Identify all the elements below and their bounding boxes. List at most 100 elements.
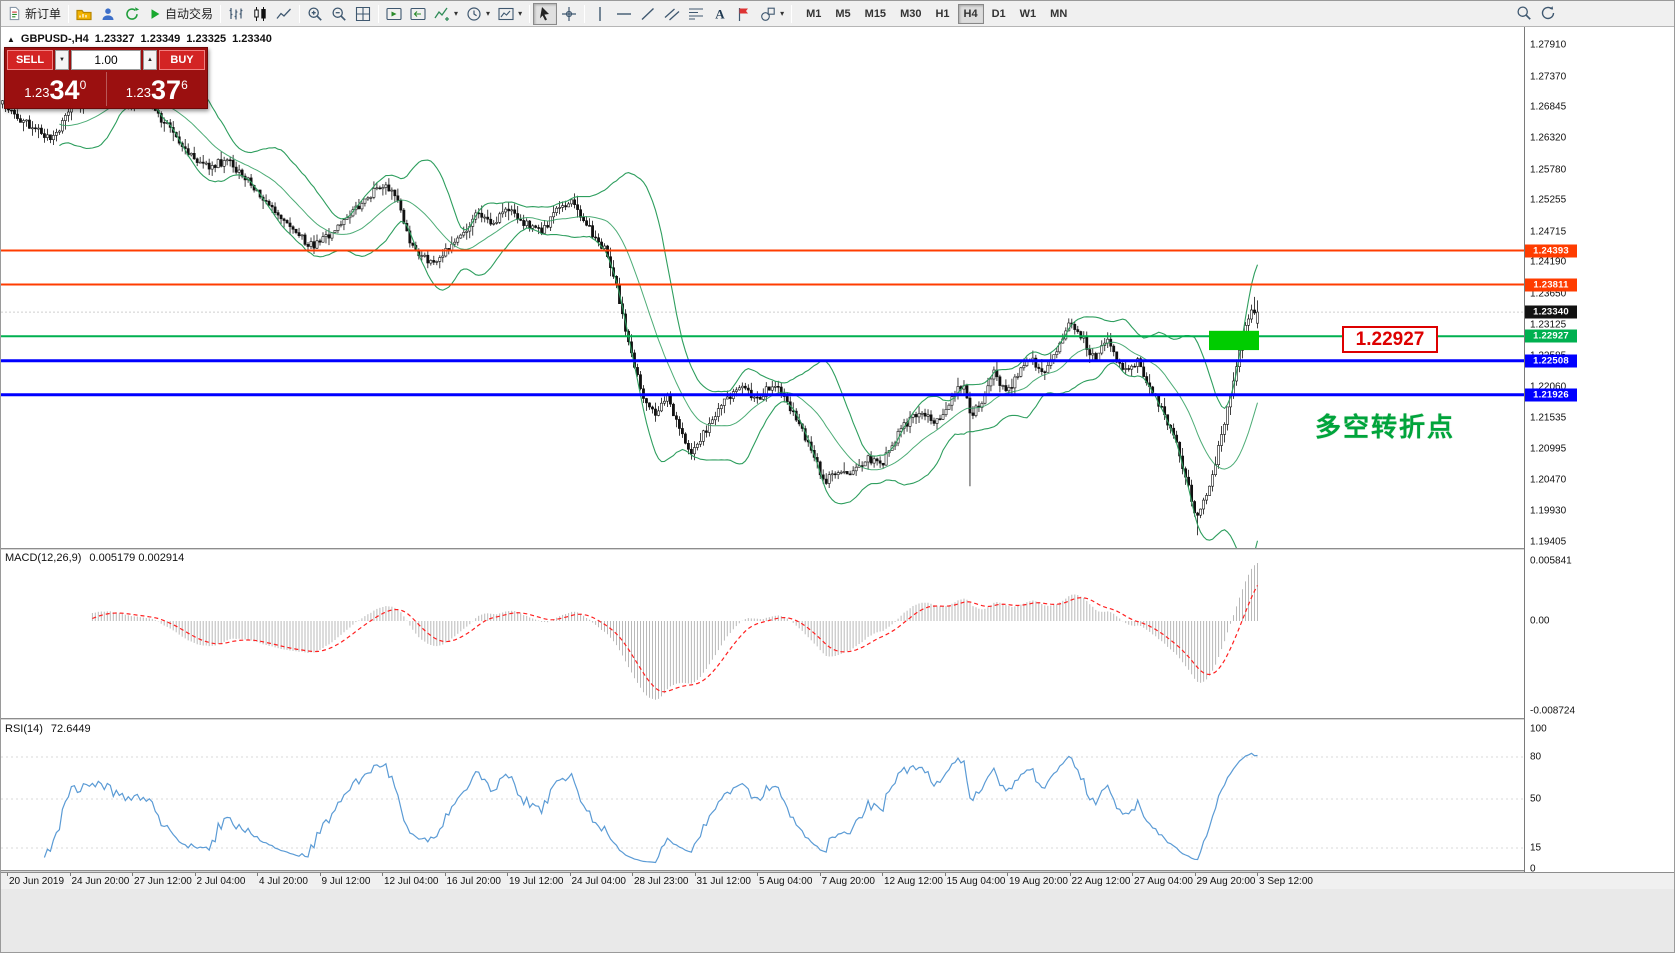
rsi-panel[interactable]: RSI(14) 72.6449 [1, 721, 1524, 870]
time-axis-tick [507, 873, 508, 876]
timeframe-mn[interactable]: MN [1050, 7, 1068, 20]
timeframe-m15[interactable]: M15 [864, 7, 887, 20]
price-axis-label: 1.23650 [1530, 288, 1567, 300]
trend-arrow-icon: ▲ [7, 34, 15, 44]
candlestick-chart-canvas[interactable] [1, 27, 1524, 548]
new-chart-icon [76, 9, 92, 20]
time-axis-tick [69, 873, 71, 876]
toolbar-separator [791, 4, 793, 23]
new-order-button[interactable]: 新订单 [3, 3, 65, 25]
timeframe-h1[interactable]: H1 [935, 7, 950, 20]
price-axis-label: 1.24715 [1530, 226, 1567, 238]
time-axis-label: 7 Aug 20:00 [821, 876, 875, 887]
timeframe-m5[interactable]: M5 [835, 7, 851, 20]
price-axis[interactable]: 1.27910 1.27370 1.26845 1.26320 1.25780 1.252… [1524, 27, 1674, 875]
buy-price-display[interactable]: 1.23 37 6 [105, 72, 208, 106]
timeframe-m30[interactable]: M30 [900, 7, 922, 20]
text-tool-button[interactable]: A [708, 3, 732, 25]
profiles-button[interactable] [96, 3, 120, 25]
quote-header: ▲ GBPUSD-,H4 1.23327 1.23349 1.23325 1.2… [7, 33, 272, 45]
line-chart-button[interactable] [272, 3, 296, 25]
timeframe-d1[interactable]: D1 [991, 7, 1006, 20]
fibonacci-tool-button[interactable] [684, 3, 708, 25]
price-axis-label: 1.20995 [1530, 443, 1567, 455]
rsi-axis-label: 50 [1530, 793, 1542, 805]
time-axis-label: 3 Sep 12:00 [1259, 876, 1313, 887]
channel-tool-button[interactable] [660, 3, 684, 25]
tile-windows-button[interactable] [351, 3, 375, 25]
label-tool-button[interactable] [732, 3, 756, 25]
bar-chart-button[interactable] [224, 3, 248, 25]
timeframe-m1[interactable]: M1 [806, 7, 822, 20]
periods-button[interactable]: ▾ [462, 3, 494, 25]
bottom-strip [1, 889, 1674, 952]
crosshair-tool-button[interactable] [557, 3, 581, 25]
time-axis-tick [444, 873, 446, 876]
new-chart-button[interactable] [72, 3, 96, 25]
volume-increase-button[interactable]: ▲ [143, 50, 157, 70]
auto-scroll-button[interactable] [382, 3, 406, 25]
zoom-in-button[interactable] [303, 3, 327, 25]
autotrade-label: 自动交易 [165, 7, 214, 21]
chevron-down-icon: ▾ [780, 9, 785, 18]
tile-windows-icon [355, 6, 371, 21]
macd-title: MACD(12,26,9) 0.005179 0.002914 [5, 552, 185, 564]
cursor-tool-button[interactable] [533, 2, 558, 25]
timeframe-w1[interactable]: W1 [1019, 7, 1037, 20]
panel-splitter[interactable] [1, 870, 1674, 872]
toolbar-separator [378, 4, 380, 23]
zoom-out-button[interactable] [327, 3, 351, 25]
search-icon [1517, 6, 1531, 20]
price-callout-label[interactable]: 1.22927 [1342, 326, 1438, 353]
horizontal-line-tool-button[interactable] [612, 3, 636, 25]
volume-input[interactable] [71, 50, 141, 70]
price-axis-label: 1.27370 [1530, 71, 1567, 83]
panel-splitter[interactable] [1, 718, 1674, 720]
timeframe-h4[interactable]: H4 [957, 3, 984, 24]
price-axis-label: 1.26845 [1530, 101, 1567, 113]
chart-shift-button[interactable] [406, 3, 430, 25]
new-order-icon [9, 6, 20, 21]
symbol-label: GBPUSD-,H4 [20, 33, 89, 45]
price-line-tag: 1.21926 [1525, 388, 1577, 402]
time-axis-label: 2 Jul 04:00 [196, 876, 246, 887]
time-axis-label: 28 Jul 23:00 [634, 876, 689, 887]
rsi-value: 72.6449 [50, 723, 91, 735]
shapes-tool-button[interactable]: ▾ [756, 3, 788, 25]
time-axis-label: 29 Aug 20:00 [1196, 876, 1256, 887]
time-axis-tick [819, 873, 821, 876]
indicators-button[interactable]: ▾ [430, 3, 462, 25]
macd-panel[interactable]: MACD(12,26,9) 0.005179 0.002914 [1, 550, 1524, 718]
current-price-tag: 1.23340 [1525, 305, 1577, 319]
candlestick-chart-button[interactable] [248, 3, 272, 25]
price-axis-label: 1.25255 [1530, 194, 1567, 206]
sync-button[interactable] [1536, 2, 1560, 24]
trendline-tool-button[interactable] [636, 3, 660, 25]
price-axis-label: 1.19405 [1530, 536, 1567, 548]
time-axis-label: 27 Jun 12:00 [134, 876, 192, 887]
panel-splitter[interactable] [1, 548, 1674, 550]
vertical-line-tool-button[interactable] [588, 3, 612, 25]
profiles-icon [102, 7, 114, 20]
autotrade-button[interactable]: 自动交易 [144, 3, 217, 25]
time-axis-label: 19 Aug 20:00 [1009, 876, 1068, 887]
time-axis-label: 12 Aug 12:00 [884, 876, 943, 887]
sell-button[interactable]: SELL [7, 50, 53, 70]
search-button[interactable] [1512, 2, 1536, 24]
buy-button[interactable]: BUY [159, 50, 205, 70]
refresh-button[interactable] [120, 3, 144, 25]
time-axis-tick [757, 873, 758, 876]
toolbar-separator [68, 4, 70, 23]
svg-text:A: A [715, 6, 725, 21]
time-axis-label: 4 Jul 20:00 [259, 876, 308, 887]
sell-price-display[interactable]: 1.23 34 0 [5, 72, 106, 106]
channel-icon [664, 8, 680, 20]
fibonacci-icon [689, 7, 704, 20]
chart-note-text[interactable]: 多空转折点 [1315, 412, 1456, 442]
templates-button[interactable]: ▾ [494, 3, 526, 25]
volume-decrease-button[interactable]: ▼ [55, 50, 69, 70]
toolbar-right-group [1512, 2, 1560, 24]
price-chart[interactable]: ▲ GBPUSD-,H4 1.23327 1.23349 1.23325 1.2… [1, 27, 1524, 548]
rsi-axis-label: 100 [1530, 723, 1547, 735]
time-axis[interactable]: 20 Jun 2019 24 Jun 20:00 27 Jun 12:00 2 Jul… [1, 872, 1674, 889]
